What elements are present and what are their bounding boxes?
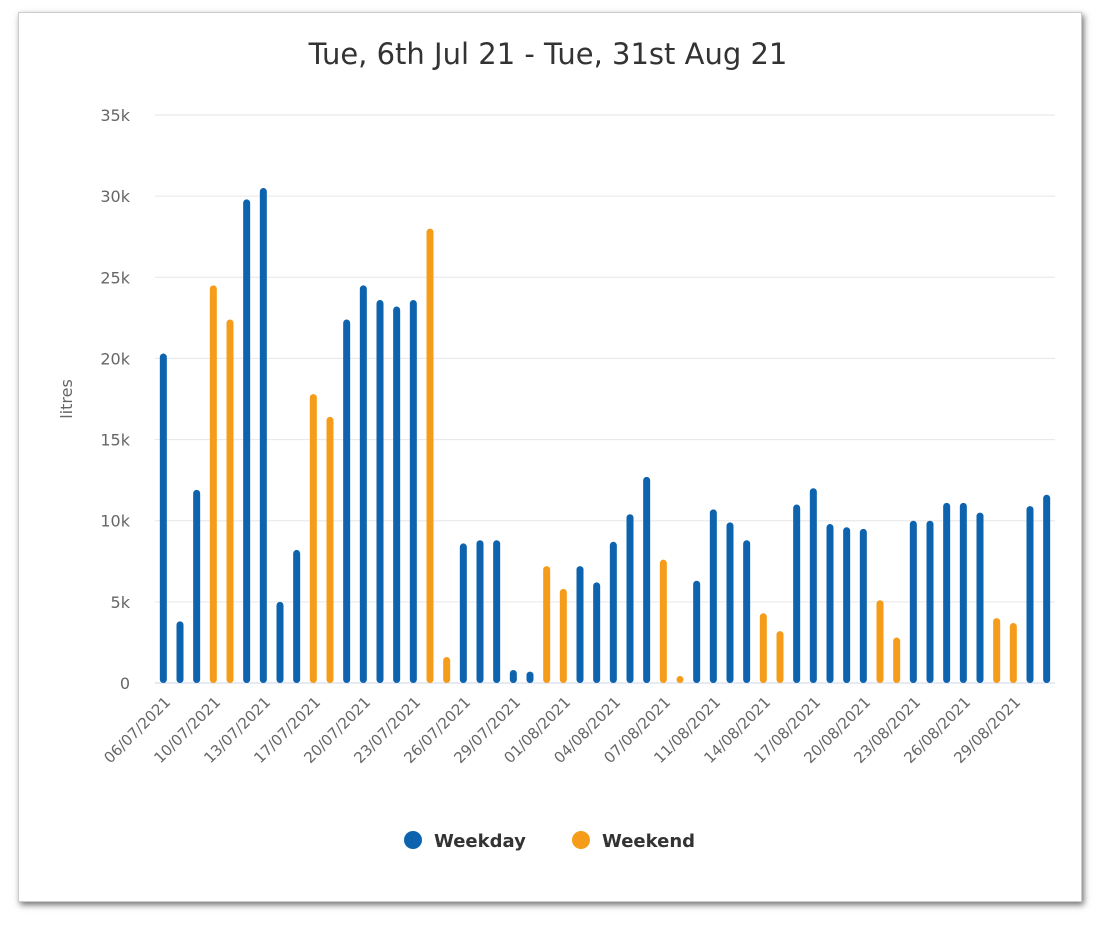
bar-weekend[interactable] bbox=[676, 676, 684, 683]
legend-marker-weekend bbox=[572, 831, 590, 849]
bar-weekday[interactable] bbox=[693, 580, 701, 683]
legend-marker-weekday bbox=[404, 831, 422, 849]
bar-weekday[interactable] bbox=[943, 502, 951, 683]
bar-weekday[interactable] bbox=[243, 199, 251, 684]
y-tick-label: 30k bbox=[100, 187, 130, 206]
bar-weekend[interactable] bbox=[759, 613, 767, 683]
bar-weekday[interactable] bbox=[709, 509, 717, 683]
y-tick-label: 0 bbox=[120, 674, 130, 693]
legend-item-weekday[interactable]: Weekday bbox=[404, 831, 526, 852]
bar-weekend[interactable] bbox=[309, 394, 317, 683]
bar-weekday[interactable] bbox=[409, 300, 417, 683]
bar-weekend[interactable] bbox=[209, 285, 217, 683]
bar-weekend[interactable] bbox=[1009, 622, 1017, 683]
bar-weekday[interactable] bbox=[493, 540, 501, 683]
bar-weekend[interactable] bbox=[893, 637, 901, 683]
bar-weekday[interactable] bbox=[1026, 506, 1034, 683]
bar-weekday[interactable] bbox=[843, 527, 851, 683]
bar-weekday[interactable] bbox=[576, 566, 584, 683]
bar-weekday[interactable] bbox=[926, 520, 934, 683]
y-tick-label: 25k bbox=[100, 268, 130, 287]
bar-weekday[interactable] bbox=[609, 541, 617, 683]
bar-weekday[interactable] bbox=[393, 306, 401, 683]
bar-weekend[interactable] bbox=[543, 566, 551, 683]
chart-card bbox=[18, 12, 1082, 902]
y-tick-label: 15k bbox=[100, 431, 130, 450]
bar-weekday[interactable] bbox=[293, 549, 301, 683]
legend: Weekday Weekend bbox=[404, 831, 695, 852]
bar-weekend[interactable] bbox=[226, 319, 234, 683]
legend-item-weekend[interactable]: Weekend bbox=[572, 831, 695, 852]
bar-weekday[interactable] bbox=[959, 502, 967, 683]
y-tick-label: 5k bbox=[111, 593, 131, 612]
bar-weekend[interactable] bbox=[993, 618, 1001, 683]
bar-weekday[interactable] bbox=[459, 543, 467, 683]
bar-weekday[interactable] bbox=[626, 514, 634, 683]
bar-weekday[interactable] bbox=[809, 488, 817, 683]
bar-weekday[interactable] bbox=[276, 601, 284, 683]
bar-weekday[interactable] bbox=[343, 319, 351, 683]
bar-weekend[interactable] bbox=[443, 657, 451, 683]
y-tick-label: 10k bbox=[100, 512, 130, 531]
bar-weekday[interactable] bbox=[193, 489, 201, 683]
bar-weekday[interactable] bbox=[359, 285, 367, 683]
bar-weekday[interactable] bbox=[826, 523, 834, 683]
bar-weekend[interactable] bbox=[659, 559, 667, 683]
bar-weekday[interactable] bbox=[376, 300, 384, 683]
bar-weekday[interactable] bbox=[793, 504, 801, 683]
bar-weekday[interactable] bbox=[476, 540, 484, 683]
chart-title: Tue, 6th Jul 21 - Tue, 31st Aug 21 bbox=[308, 37, 788, 71]
bar-weekend[interactable] bbox=[776, 631, 784, 683]
legend-label-weekday: Weekday bbox=[434, 831, 526, 852]
legend-label-weekend: Weekend bbox=[602, 831, 695, 852]
y-axis-label: litres bbox=[57, 379, 76, 419]
bar-weekend[interactable] bbox=[876, 600, 884, 683]
bar-weekend[interactable] bbox=[426, 228, 434, 683]
bar-weekday[interactable] bbox=[159, 353, 167, 683]
bar-weekday[interactable] bbox=[259, 188, 267, 683]
bar-weekday[interactable] bbox=[859, 528, 867, 683]
bar-weekday[interactable] bbox=[909, 520, 917, 683]
bar-weekend[interactable] bbox=[326, 416, 334, 683]
bar-weekday[interactable] bbox=[176, 621, 184, 683]
bar-weekday[interactable] bbox=[976, 512, 984, 683]
y-tick-label: 20k bbox=[100, 349, 130, 368]
bar-weekday[interactable] bbox=[593, 582, 601, 683]
bar-weekday[interactable] bbox=[643, 476, 651, 683]
bar-weekend[interactable] bbox=[559, 588, 567, 683]
bar-weekday[interactable] bbox=[743, 540, 751, 683]
bar-weekday[interactable] bbox=[726, 522, 734, 683]
bar-weekday[interactable] bbox=[1043, 494, 1051, 683]
bar-weekday[interactable] bbox=[509, 670, 517, 683]
bar-weekday[interactable] bbox=[526, 671, 534, 683]
y-tick-label: 35k bbox=[100, 106, 130, 125]
